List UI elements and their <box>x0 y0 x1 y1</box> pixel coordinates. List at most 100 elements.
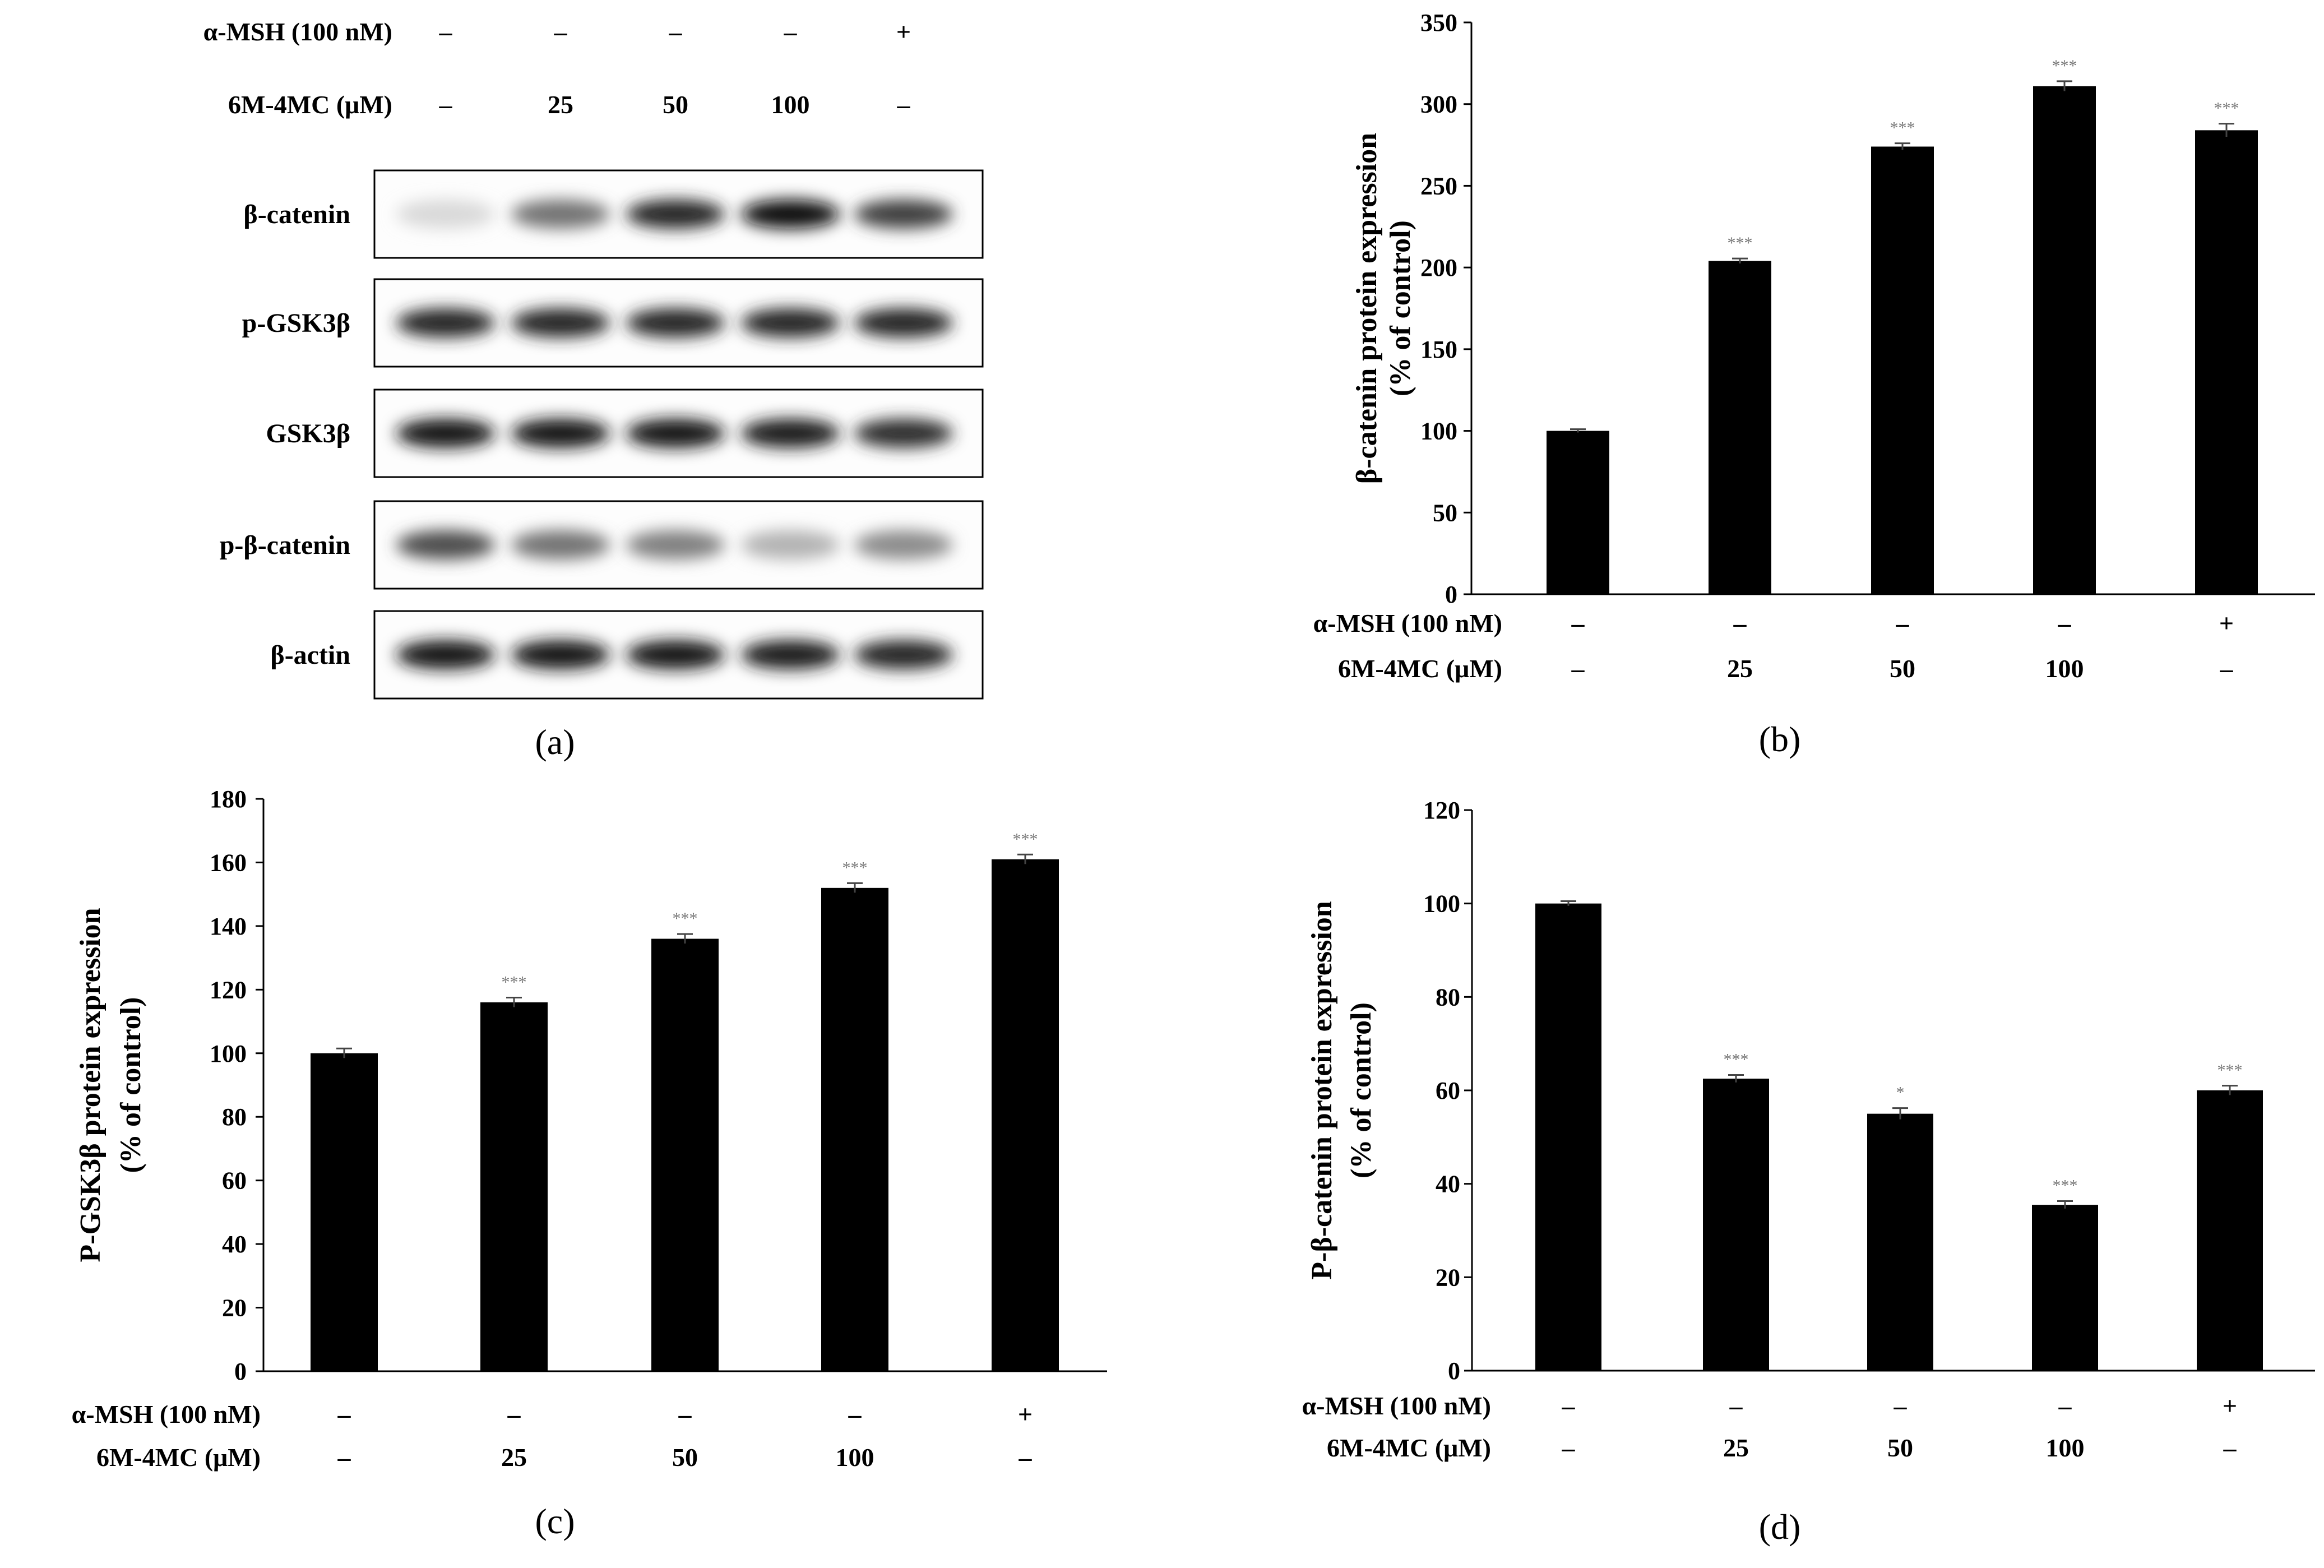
condition-value: – <box>337 1443 351 1472</box>
condition-value: + <box>2223 1391 2237 1420</box>
y-tick-label: 180 <box>210 785 247 813</box>
condition-label: 6M-4MC (μM) <box>96 1443 261 1472</box>
blot-band <box>626 200 725 229</box>
y-tick-label: 60 <box>222 1167 247 1195</box>
panel-caption: (a) <box>535 722 575 762</box>
y-tick-label: 100 <box>1423 890 1460 918</box>
condition-value: – <box>2058 1391 2072 1420</box>
y-axis-title: (% of control) <box>1385 220 1416 396</box>
condition-value: 25 <box>1727 654 1753 683</box>
y-tick-label: 40 <box>222 1231 247 1258</box>
condition-value: – <box>1562 1433 1576 1462</box>
blot-band <box>396 419 495 448</box>
blot-band <box>511 419 610 448</box>
y-tick-label: 20 <box>222 1294 247 1322</box>
condition-value: – <box>678 1400 692 1428</box>
bar <box>1703 1079 1769 1371</box>
condition-value: – <box>1562 1391 1576 1420</box>
y-tick-label: 300 <box>1420 91 1457 118</box>
condition-value: + <box>2219 609 2234 637</box>
y-tick-label: 20 <box>1436 1264 1460 1291</box>
condition-value: 50 <box>672 1443 698 1472</box>
bar <box>992 859 1059 1371</box>
bar <box>2033 86 2096 594</box>
y-tick-label: 40 <box>1436 1171 1460 1198</box>
blot-band <box>854 200 953 229</box>
y-axis-title: β-catenin protein expression <box>1351 133 1383 484</box>
y-tick-label: 0 <box>234 1358 247 1385</box>
bar <box>1709 261 1771 594</box>
blot-protein-label: β-catenin <box>243 200 350 229</box>
condition-value: 50 <box>1887 1433 1913 1462</box>
bar <box>480 1002 548 1371</box>
condition-value: – <box>1729 1391 1743 1420</box>
condition-value: – <box>1019 1443 1033 1472</box>
bar <box>311 1053 378 1371</box>
blot-band <box>741 200 840 229</box>
beta-catenin-chart: 0 50 100 150 200 250 300 350 β-catenin protein e… <box>1313 9 2315 759</box>
condition-value: 100 <box>2045 654 2084 683</box>
blot-condition-value: – <box>784 17 798 46</box>
condition-value: – <box>1894 1391 1908 1420</box>
condition-value: – <box>848 1400 862 1428</box>
blot-band <box>396 640 495 669</box>
blot-band <box>626 640 725 669</box>
condition-value: + <box>1018 1400 1033 1428</box>
panel-caption: (d) <box>1759 1507 1801 1547</box>
y-tick-label: 250 <box>1420 172 1457 200</box>
blot-band <box>854 530 953 559</box>
blot-condition-value: – <box>897 90 911 119</box>
condition-value: 25 <box>501 1443 527 1472</box>
blot-condition-value: – <box>439 90 453 119</box>
western-blot-panel: α-MSH (100 nM) – – – – +6M-4MC (μM) – 25 50 100 – β… <box>203 17 984 762</box>
blot-condition-value: 50 <box>663 90 688 119</box>
y-tick-label: 120 <box>210 976 247 1003</box>
blot-protein-label: β-actin <box>270 640 350 670</box>
y-tick-label: 350 <box>1420 9 1457 36</box>
y-tick-label: 150 <box>1420 336 1457 363</box>
blot-band <box>741 419 840 448</box>
bar <box>2032 1205 2098 1371</box>
blot-condition-value: – <box>669 17 683 46</box>
condition-value: 25 <box>1723 1433 1749 1462</box>
blot-band <box>511 640 610 669</box>
bar <box>1867 1113 1933 1371</box>
blot-band <box>396 200 495 229</box>
blot-band <box>741 530 840 559</box>
y-axis-title: (% of control) <box>115 997 147 1173</box>
significance-marker: *** <box>2053 1177 2078 1195</box>
condition-value: – <box>2220 654 2234 683</box>
blot-condition-value: 25 <box>548 90 573 119</box>
y-tick-label: 140 <box>210 913 247 940</box>
y-tick-label: 120 <box>1423 797 1460 824</box>
panel-caption: (b) <box>1759 719 1801 759</box>
y-tick-label: 160 <box>210 849 247 876</box>
significance-marker: *** <box>1013 830 1038 848</box>
bar <box>1547 431 1609 594</box>
blot-band <box>511 530 610 559</box>
blot-band <box>854 640 953 669</box>
condition-label: 6M-4MC (μM) <box>1327 1433 1491 1462</box>
significance-marker: * <box>1896 1084 1905 1102</box>
y-axis-title: (% of control) <box>1345 1002 1377 1178</box>
blot-condition-value: + <box>896 17 911 46</box>
blot-condition-value: – <box>554 17 568 46</box>
condition-label: α-MSH (100 nM) <box>1302 1391 1491 1420</box>
blot-condition-label: 6M-4MC (μM) <box>228 90 392 119</box>
blot-band <box>626 419 725 448</box>
condition-value: – <box>507 1400 521 1428</box>
blot-condition-label: α-MSH (100 nM) <box>203 17 392 46</box>
y-tick-label: 200 <box>1420 254 1457 281</box>
blot-band <box>854 419 953 448</box>
blot-band <box>741 308 840 337</box>
condition-value: – <box>2058 609 2072 637</box>
blot-protein-label: p-β-catenin <box>220 530 350 560</box>
bar <box>821 887 888 1371</box>
condition-value: – <box>2223 1433 2237 1462</box>
significance-marker: *** <box>842 858 868 877</box>
significance-marker: *** <box>502 973 527 992</box>
condition-value: 100 <box>2046 1433 2085 1462</box>
y-tick-label: 100 <box>210 1040 247 1067</box>
condition-value: – <box>1733 609 1747 637</box>
